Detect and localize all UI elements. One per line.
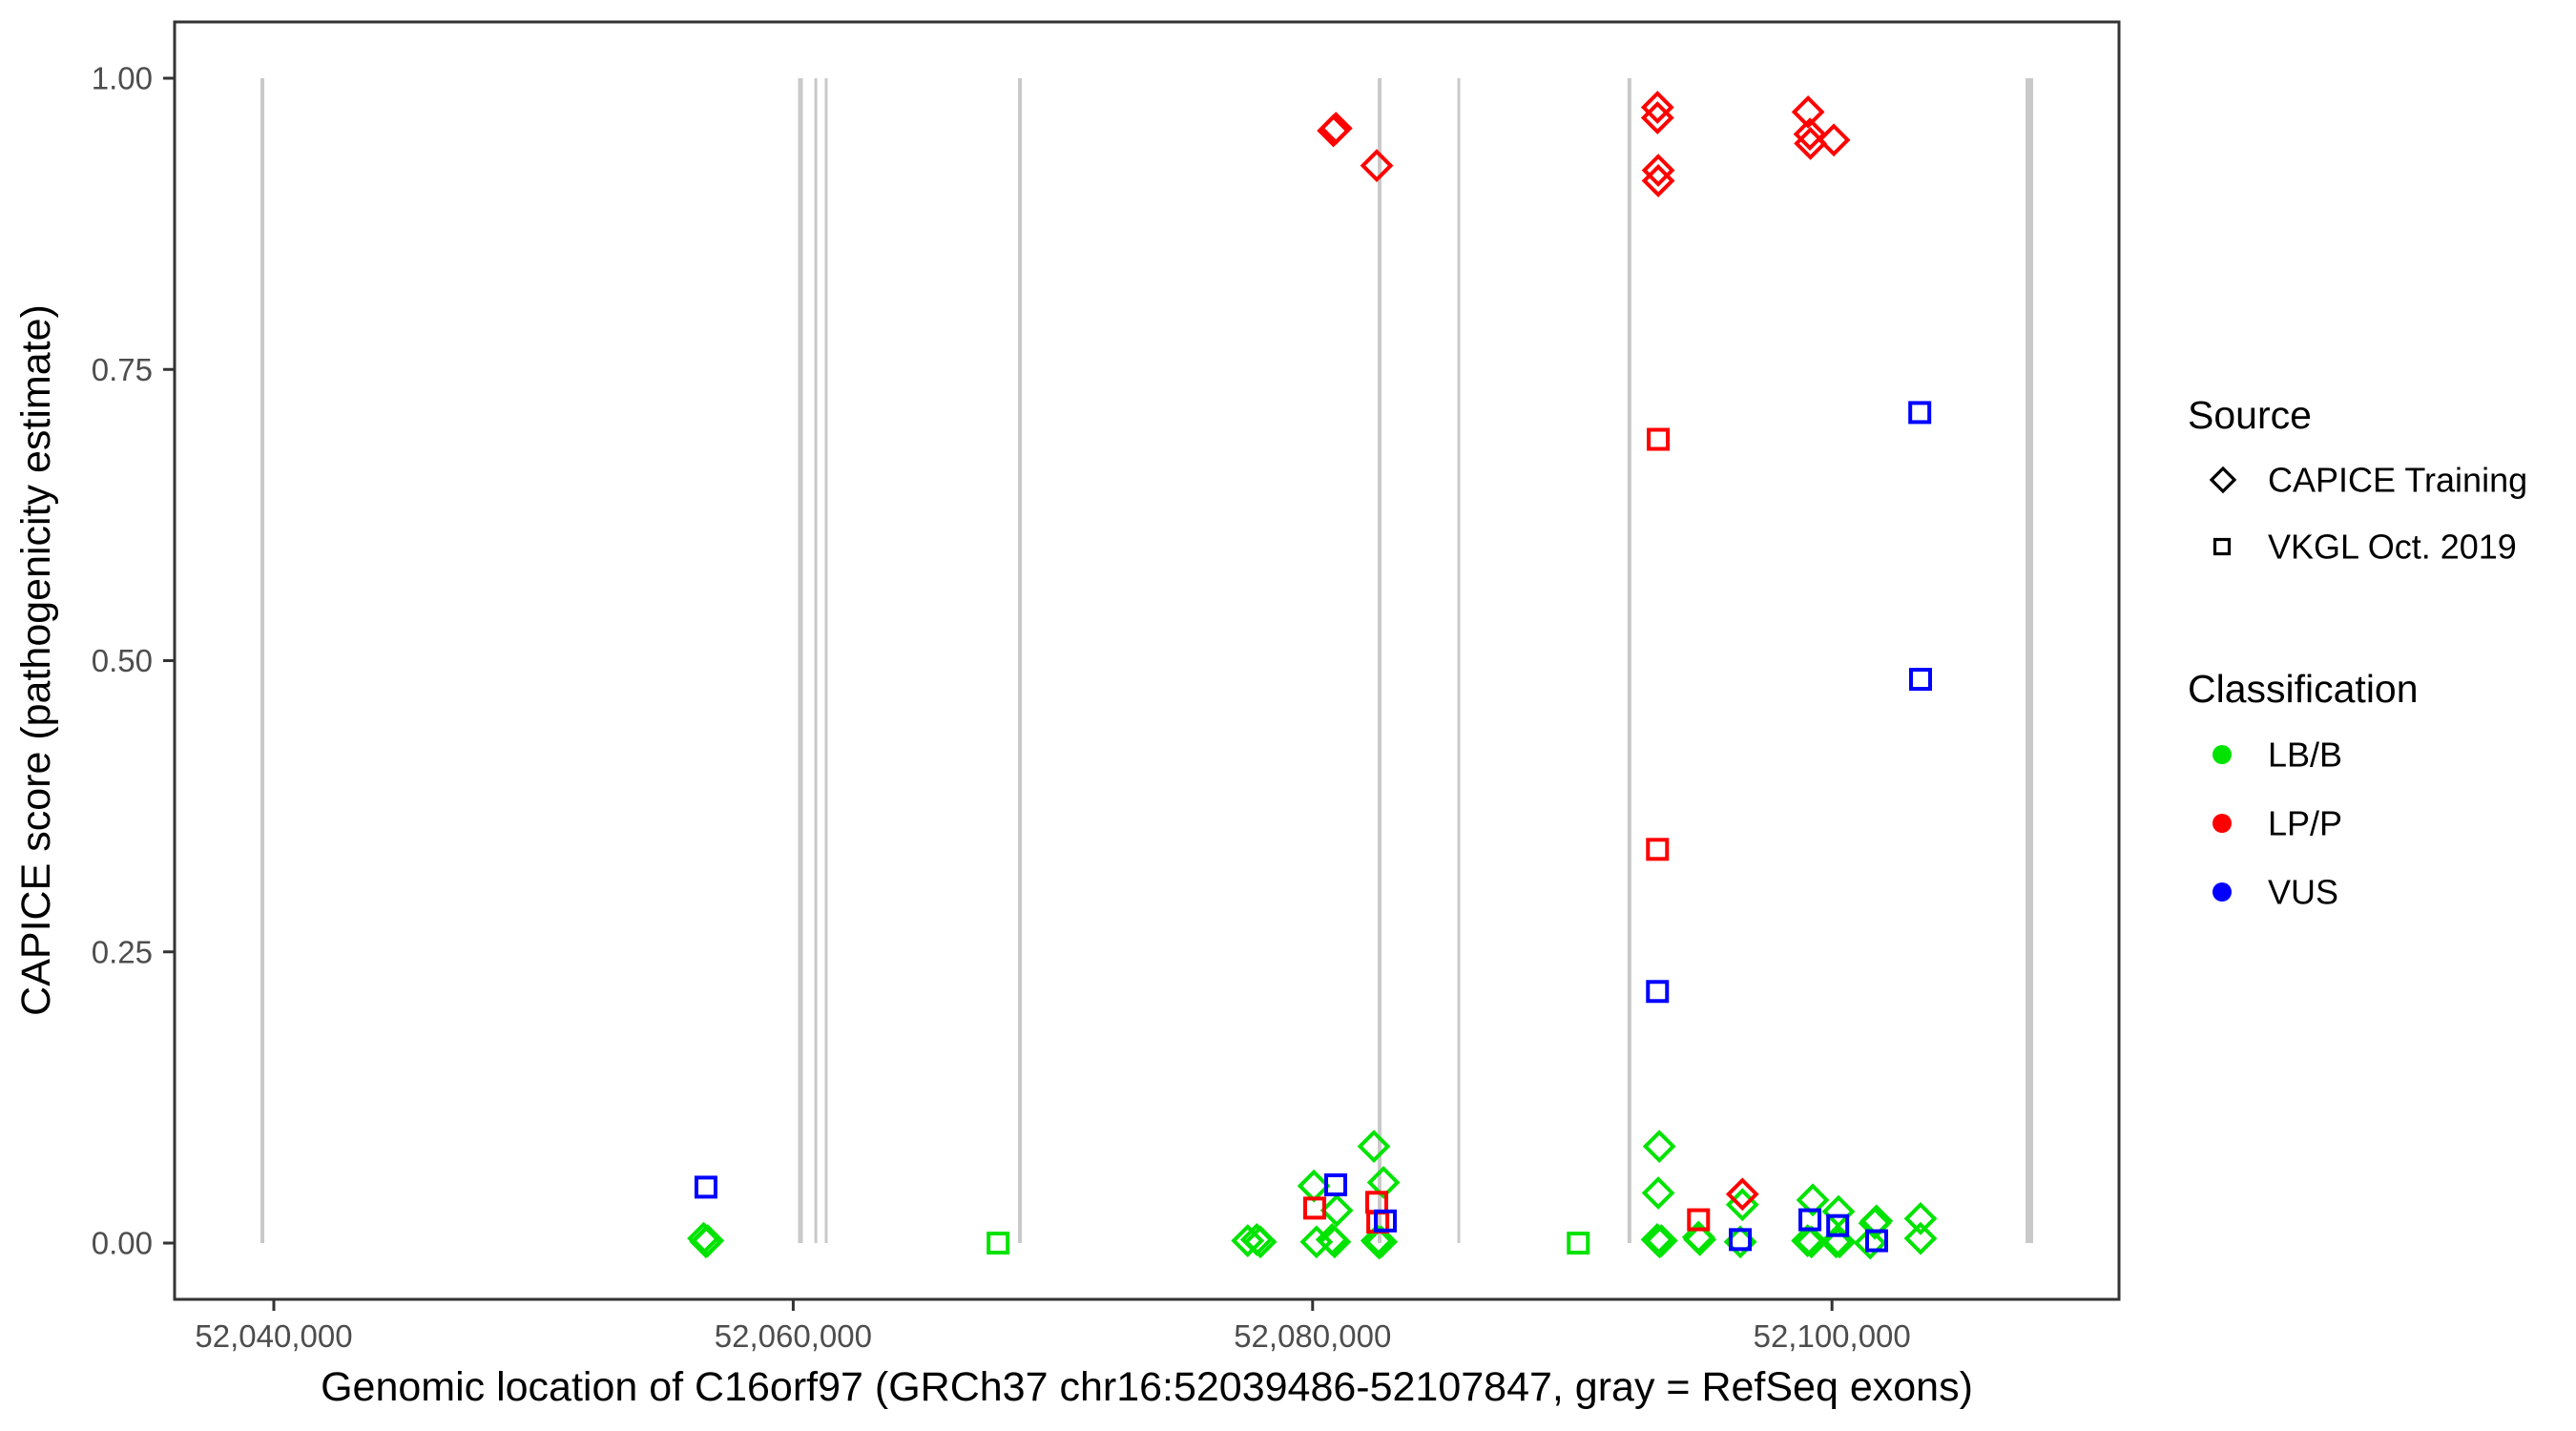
data-point-diamond	[1641, 154, 1675, 187]
data-point-diamond	[1364, 1225, 1399, 1259]
lpp-dot-icon	[2212, 814, 2232, 833]
y-tick-label: 0.50	[92, 643, 153, 678]
legend-item-label: VKGL Oct. 2019	[2268, 528, 2517, 567]
legend-source: Source CAPICE Training VKGL Oct. 2019	[2188, 393, 2527, 567]
y-axis-ticks: 0.00 0.25 0.50 0.75 1.00	[92, 61, 175, 1261]
data-point-diamond	[1725, 1177, 1759, 1212]
data-point-diamond	[1903, 1201, 1938, 1235]
data-point-diamond	[1725, 1188, 1759, 1222]
legend-item-label: LP/P	[2268, 804, 2342, 843]
data-point-diamond	[1641, 1176, 1675, 1210]
legend-source-title: Source	[2188, 393, 2312, 437]
data-point-diamond	[1793, 117, 1827, 152]
data-point-square	[1798, 1208, 1822, 1232]
legend-item-vus: VUS	[2212, 873, 2338, 912]
data-point-diamond	[1319, 1193, 1354, 1228]
data-point-diamond	[1791, 1224, 1824, 1257]
data-point-diamond	[691, 1224, 725, 1257]
data-point-square	[1646, 980, 1670, 1004]
data-point-diamond	[1795, 1225, 1829, 1259]
data-point-square	[1302, 1196, 1326, 1220]
legend-classification: Classification LB/B LP/P VUS	[2188, 667, 2419, 912]
x-tick-label: 52,040,000	[195, 1318, 352, 1354]
data-point-square	[1826, 1213, 1850, 1237]
data-point-square	[1374, 1209, 1398, 1233]
exon-lines	[260, 78, 2034, 1243]
data-point-square	[1324, 1172, 1348, 1196]
x-tick-label: 52,080,000	[1234, 1318, 1391, 1354]
diamond-key-icon	[2209, 466, 2237, 494]
legend-item-label: VUS	[2268, 873, 2338, 912]
lbb-dot-icon	[2212, 745, 2232, 764]
y-tick-label: 1.00	[92, 61, 153, 96]
legend-item-lpp: LP/P	[2212, 804, 2342, 843]
data-point-diamond	[1640, 101, 1674, 135]
x-tick-label: 52,100,000	[1754, 1318, 1911, 1354]
data-point-diamond	[1243, 1225, 1278, 1259]
data-point-diamond	[1319, 112, 1353, 145]
y-tick-label: 0.25	[92, 934, 153, 969]
data-point-square	[1908, 401, 1932, 425]
data-point-square	[1646, 838, 1670, 861]
legend-item-lbb: LB/B	[2212, 736, 2342, 775]
data-point-square	[1687, 1208, 1711, 1232]
legend-item-label: LB/B	[2268, 736, 2342, 775]
data-point-diamond	[1903, 1221, 1938, 1255]
data-point-diamond	[1683, 1222, 1717, 1256]
data-point-diamond	[1360, 149, 1394, 182]
plot-panel	[173, 20, 2121, 1301]
data-point-diamond	[1794, 126, 1827, 160]
data-point-diamond	[1640, 91, 1674, 124]
data-point-diamond	[1641, 164, 1675, 197]
legend-classification-title: Classification	[2188, 667, 2419, 711]
vus-dot-icon	[2212, 882, 2232, 902]
data-point-diamond	[1791, 95, 1825, 129]
legend-item-capice-training: CAPICE Training	[2209, 461, 2527, 500]
data-point-diamond	[1817, 123, 1851, 157]
legend-item-vkgl: VKGL Oct. 2019	[2212, 528, 2517, 567]
data-point-square	[694, 1175, 717, 1199]
data-point-square	[987, 1232, 1010, 1255]
data-points	[687, 91, 1938, 1260]
data-point-square	[1567, 1232, 1590, 1255]
data-point-diamond	[1796, 1183, 1830, 1217]
data-point-diamond	[1318, 1225, 1352, 1259]
x-axis-ticks: 52,040,000 52,060,000 52,080,000 52,100,000	[195, 1299, 1911, 1354]
y-axis-title: CAPICE score (pathogenicity estimate)	[13, 304, 59, 1016]
data-point-diamond	[1644, 1224, 1678, 1257]
legend-item-label: CAPICE Training	[2268, 461, 2527, 500]
data-point-diamond	[1297, 1169, 1331, 1203]
data-point-diamond	[1366, 1166, 1401, 1199]
x-tick-label: 52,060,000	[715, 1318, 872, 1354]
y-tick-label: 0.75	[92, 352, 153, 387]
data-point-square	[1647, 427, 1671, 451]
data-point-square	[1909, 668, 1933, 692]
square-key-icon	[2212, 537, 2232, 556]
data-point-diamond	[1859, 1204, 1894, 1238]
y-tick-label: 0.00	[92, 1226, 153, 1261]
x-axis-title: Genomic location of C16orf97 (GRCh37 chr…	[321, 1364, 1973, 1410]
data-point-square	[1729, 1228, 1753, 1252]
data-point-diamond	[1642, 1130, 1676, 1164]
data-point-square	[1865, 1229, 1889, 1253]
data-point-diamond	[1357, 1130, 1391, 1164]
